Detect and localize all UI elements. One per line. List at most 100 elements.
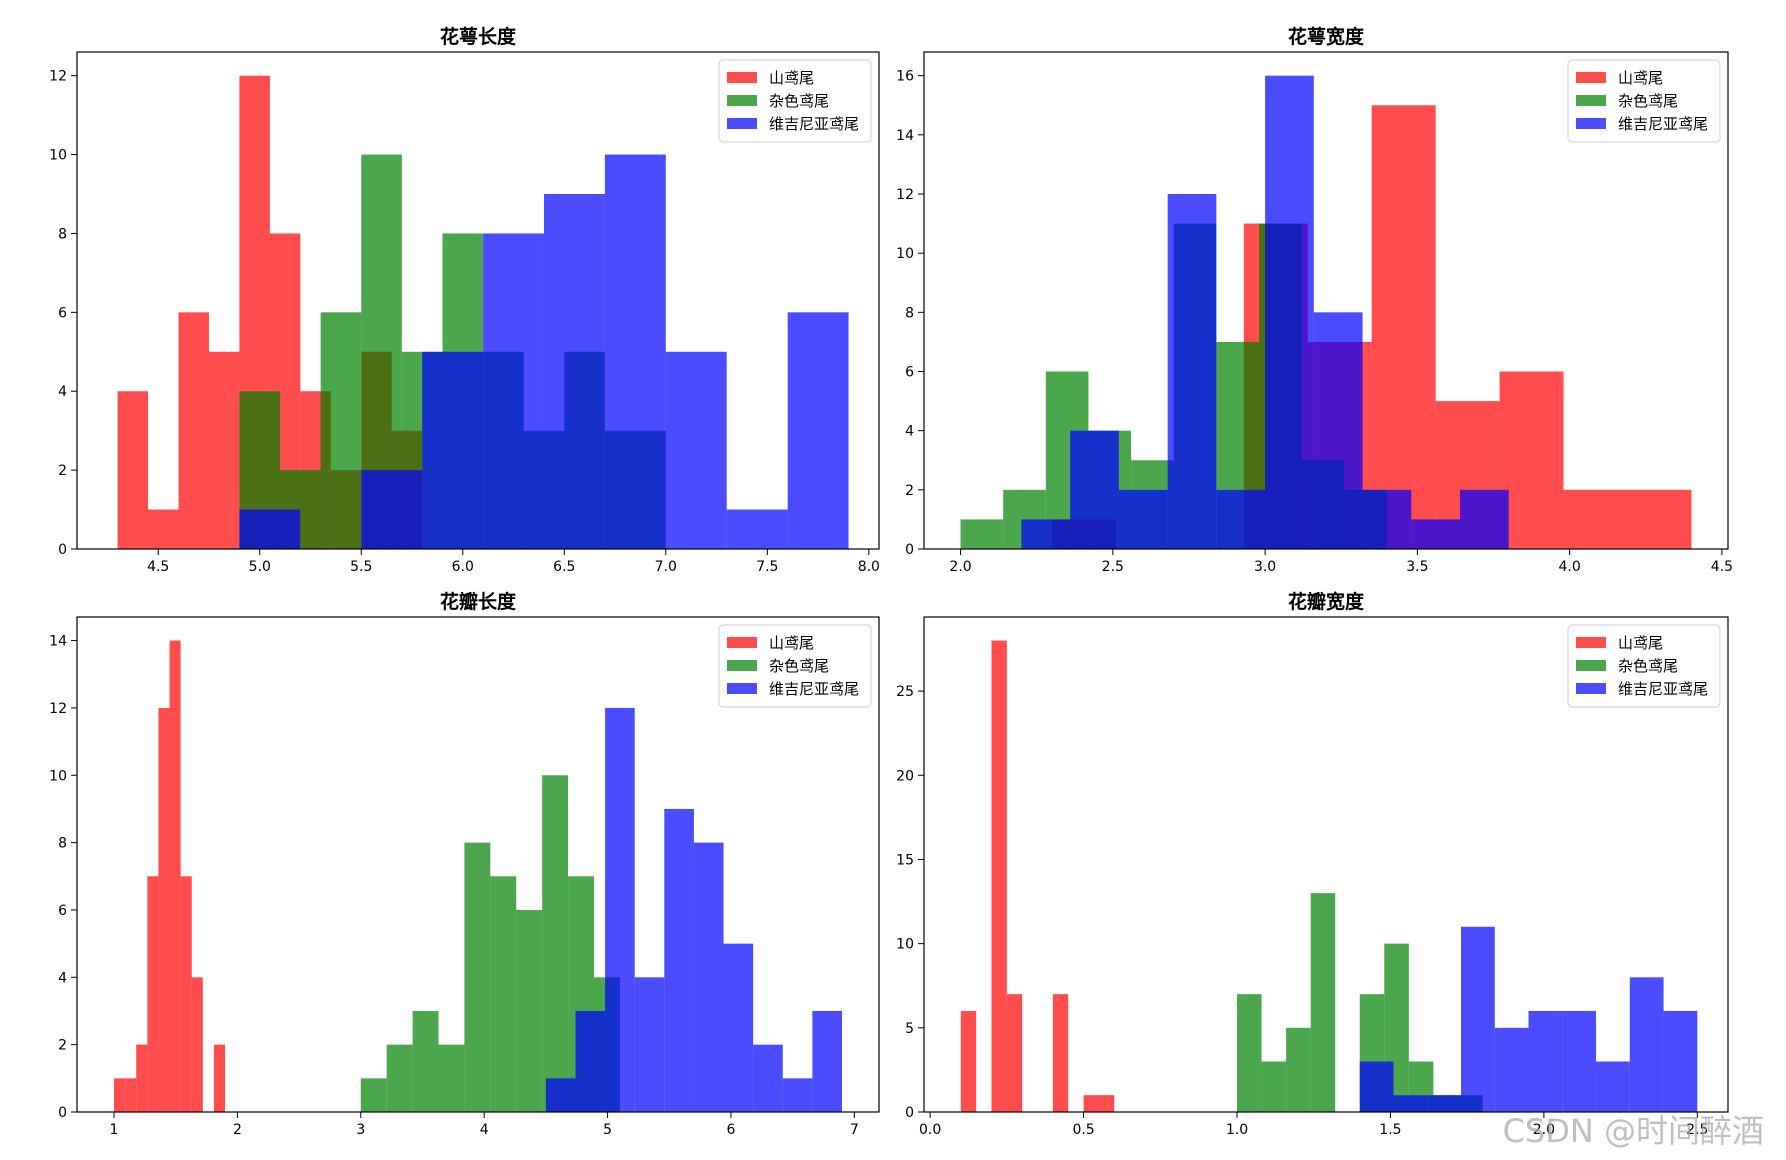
x-tick-label: 7.5 — [756, 559, 778, 575]
x-tick-label: 3 — [356, 1122, 365, 1138]
legend-label: 维吉尼亚鸢尾 — [769, 680, 859, 698]
subplot-2: 2.0 2.5 3.0 3.5 4.0 4.5 0 2 4 6 8 10 12 14 16 花萼宽度山鸢尾杂色… — [896, 25, 1733, 575]
y-tick-label: 10 — [49, 148, 67, 164]
legend-label: 杂色鸢尾 — [1618, 92, 1678, 110]
y-tick-label: 12 — [49, 701, 67, 717]
bar — [320, 312, 362, 549]
bar — [634, 977, 665, 1112]
bar — [1494, 1027, 1529, 1112]
bar — [148, 509, 179, 549]
x-tick-label: 7.0 — [655, 559, 677, 575]
subplot-4: 0.0 0.5 1.0 1.5 2.0 2.5 0 5 10 15 20 25 花瓣宽度山鸢尾杂色鸢尾维… — [896, 590, 1729, 1138]
axes-frame — [923, 616, 1729, 1113]
y-tick-label: 8 — [58, 836, 67, 852]
x-tick-label: 4.5 — [1711, 559, 1733, 575]
series-维吉尼亚鸢尾 — [1021, 75, 1509, 550]
bar — [1237, 994, 1262, 1112]
bar — [1499, 371, 1564, 549]
bar — [1411, 519, 1460, 549]
bar — [1362, 489, 1412, 549]
bar — [1216, 489, 1266, 549]
x-tick-label: 2.5 — [1102, 559, 1124, 575]
bar — [782, 1078, 813, 1112]
bar — [1629, 977, 1664, 1112]
bar — [1359, 1061, 1394, 1112]
bar — [1021, 519, 1071, 549]
legend-label: 杂色鸢尾 — [769, 92, 829, 110]
y-tick-label: 6 — [905, 365, 914, 381]
series-山鸢尾 — [114, 640, 226, 1112]
y-tick-label: 4 — [905, 424, 914, 440]
x-tick-label: 1.0 — [1226, 1122, 1248, 1138]
x-tick-label: 2.5 — [1686, 1122, 1708, 1138]
bar — [575, 1010, 606, 1112]
bar — [1286, 1027, 1311, 1112]
bar — [386, 1044, 413, 1112]
legend-swatch — [1576, 683, 1606, 694]
bar — [787, 312, 849, 549]
legend-label: 维吉尼亚鸢尾 — [769, 115, 859, 133]
bar — [812, 1010, 842, 1112]
bar — [1563, 489, 1628, 549]
bar — [180, 876, 192, 1112]
bar — [158, 707, 170, 1112]
x-tick-label: 4.0 — [1559, 559, 1581, 575]
bar — [1562, 1010, 1597, 1112]
y-tick-label: 4 — [58, 384, 67, 400]
bar — [178, 312, 209, 549]
x-tick-label: 0.5 — [1072, 1122, 1094, 1138]
bar — [1393, 1095, 1428, 1112]
chart-title: 花萼宽度 — [1288, 25, 1365, 48]
legend-label: 山鸢尾 — [1618, 69, 1663, 87]
x-tick-label: 0.0 — [919, 1122, 941, 1138]
series-维吉尼亚鸢尾 — [545, 707, 842, 1112]
bar — [361, 470, 423, 549]
x-tick-label: 1 — [110, 1122, 119, 1138]
bar — [726, 509, 788, 549]
y-tick-label: 0 — [58, 542, 67, 558]
y-tick-label: 15 — [896, 852, 914, 868]
bar — [664, 808, 694, 1112]
bar — [960, 1010, 977, 1112]
bar — [542, 775, 569, 1112]
bar — [1083, 1095, 1099, 1112]
chart-title: 花萼长度 — [440, 25, 517, 48]
legend-swatch — [1576, 118, 1606, 129]
x-tick-label: 2.0 — [949, 559, 971, 575]
bar — [1265, 75, 1314, 550]
legend-swatch — [727, 95, 757, 106]
bar — [545, 1078, 576, 1112]
bar — [191, 977, 203, 1112]
legend-label: 维吉尼亚鸢尾 — [1618, 680, 1708, 698]
bar — [147, 876, 159, 1112]
y-tick-label: 12 — [896, 187, 914, 203]
chart-title: 花瓣长度 — [440, 590, 517, 613]
bar — [213, 1044, 226, 1112]
bar — [604, 154, 666, 550]
y-tick-label: 2 — [905, 483, 914, 499]
bar — [960, 519, 1004, 549]
x-tick-label: 8.0 — [858, 559, 880, 575]
bar — [723, 943, 754, 1112]
bar — [239, 509, 301, 549]
bar — [490, 876, 517, 1112]
x-tick-label: 2 — [233, 1122, 242, 1138]
bar — [1310, 893, 1336, 1112]
y-tick-label: 8 — [58, 226, 67, 242]
bar — [1461, 926, 1495, 1112]
bar — [1070, 430, 1119, 549]
bar — [1460, 489, 1509, 549]
legend-swatch — [1576, 660, 1606, 671]
bar — [543, 194, 605, 549]
legend-swatch — [727, 72, 757, 83]
axes-frame — [76, 51, 880, 550]
bar — [1313, 312, 1363, 549]
bar — [1371, 105, 1436, 549]
y-tick-label: 0 — [905, 542, 914, 558]
bar — [169, 640, 181, 1112]
bar — [665, 351, 727, 549]
